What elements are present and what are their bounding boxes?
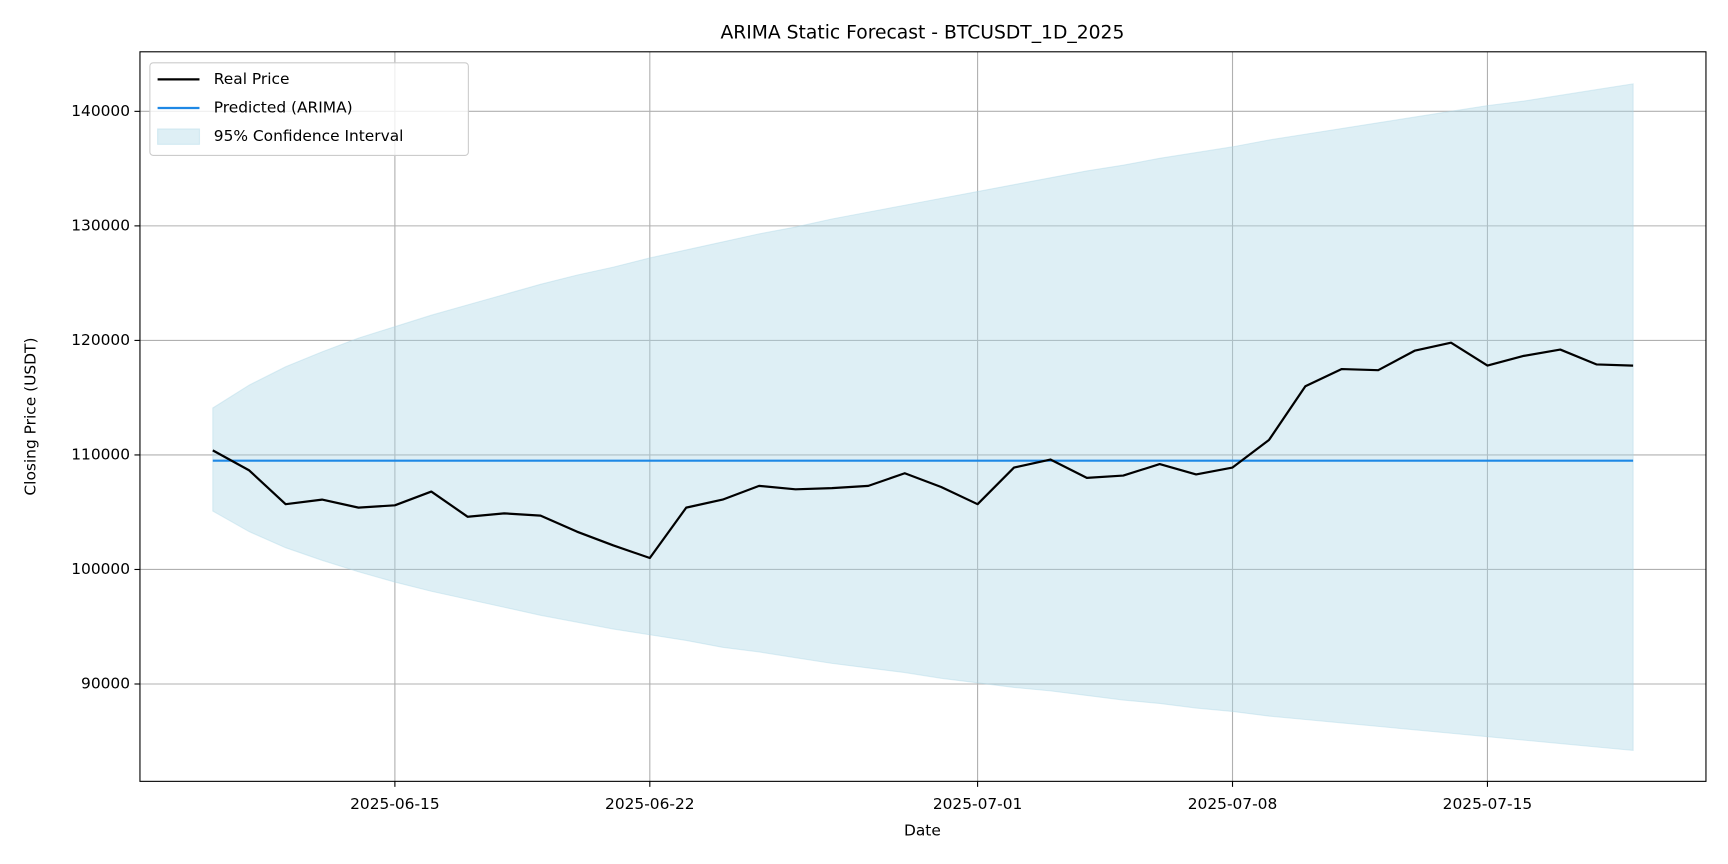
x-tick-label: 2025-06-15 <box>350 795 440 813</box>
x-tick-label: 2025-06-22 <box>605 795 695 813</box>
legend: Real Price Predicted (ARIMA) 95% Confidenc… <box>149 62 469 156</box>
series-line <box>212 341 1634 560</box>
legend-label: Real Price <box>214 70 290 88</box>
grid <box>139 51 1706 782</box>
confidence-band <box>212 83 1634 752</box>
legend-label: Predicted (ARIMA) <box>214 99 353 117</box>
axes-frame <box>139 51 1707 782</box>
legend-label: 95% Confidence Interval <box>214 127 404 145</box>
y-tick-label: 130000 <box>71 216 130 234</box>
chart-title: ARIMA Static Forecast - BTCUSDT_1D_2025 <box>720 23 1124 44</box>
y-tick-label: 140000 <box>71 102 130 120</box>
ticks: 90000 100000 110000 120000 130000 140000 2025-… <box>71 102 1532 813</box>
x-tick-label: 2025-07-01 <box>933 795 1023 813</box>
y-tick-label: 120000 <box>71 331 130 349</box>
plot-area <box>212 83 1634 752</box>
y-axis-label: Closing Price (USDT) <box>21 338 39 496</box>
y-tick-label: 100000 <box>71 560 130 578</box>
legend-swatch <box>157 128 201 145</box>
x-tick-label: 2025-07-15 <box>1443 795 1533 813</box>
x-tick-label: 2025-07-08 <box>1188 795 1278 813</box>
x-axis-label: Date <box>904 821 941 839</box>
y-tick-label: 110000 <box>71 445 130 463</box>
y-tick-label: 90000 <box>81 674 130 692</box>
legend-box <box>149 62 469 156</box>
